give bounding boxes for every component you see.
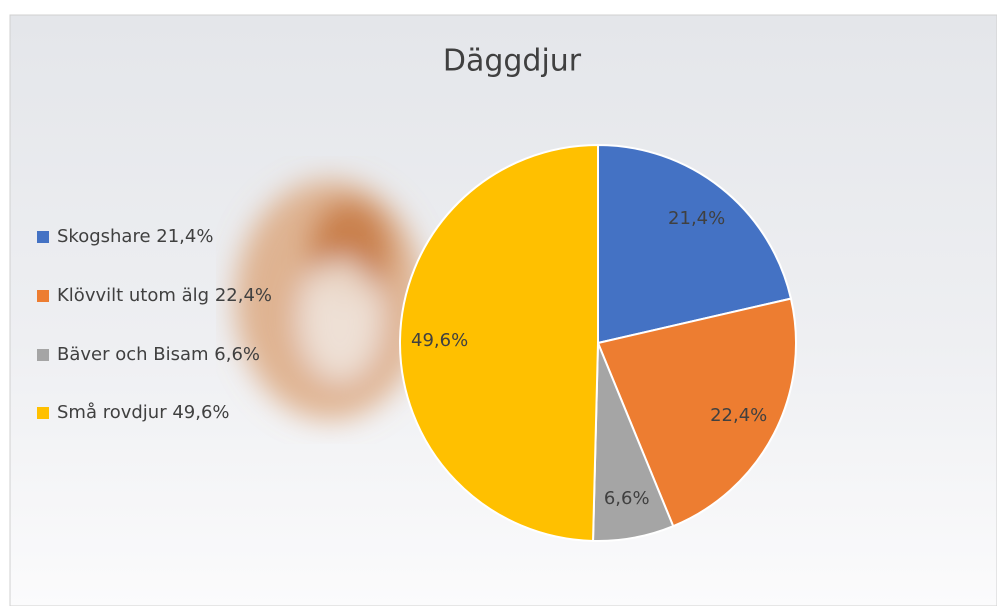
legend-swatch: [37, 407, 49, 419]
legend-swatch: [37, 349, 49, 361]
legend-label: Klövvilt utom älg 22,4%: [57, 285, 272, 306]
chart-title: Däggdjur: [443, 44, 582, 79]
data-label: 49,6%: [411, 330, 468, 351]
data-label: 22,4%: [710, 405, 767, 426]
legend-label: Bäver och Bisam 6,6%: [57, 344, 260, 365]
legend-swatch: [37, 231, 49, 243]
chart: Däggdjur 21,4% 22,4% 6,6% 49,6% Skogshare 21…: [0, 0, 997, 606]
legend-swatch: [37, 290, 49, 302]
legend-label: Skogshare 21,4%: [57, 226, 213, 247]
data-label: 6,6%: [604, 488, 650, 509]
data-label: 21,4%: [668, 208, 725, 229]
legend-label: Små rovdjur 49,6%: [57, 402, 230, 423]
